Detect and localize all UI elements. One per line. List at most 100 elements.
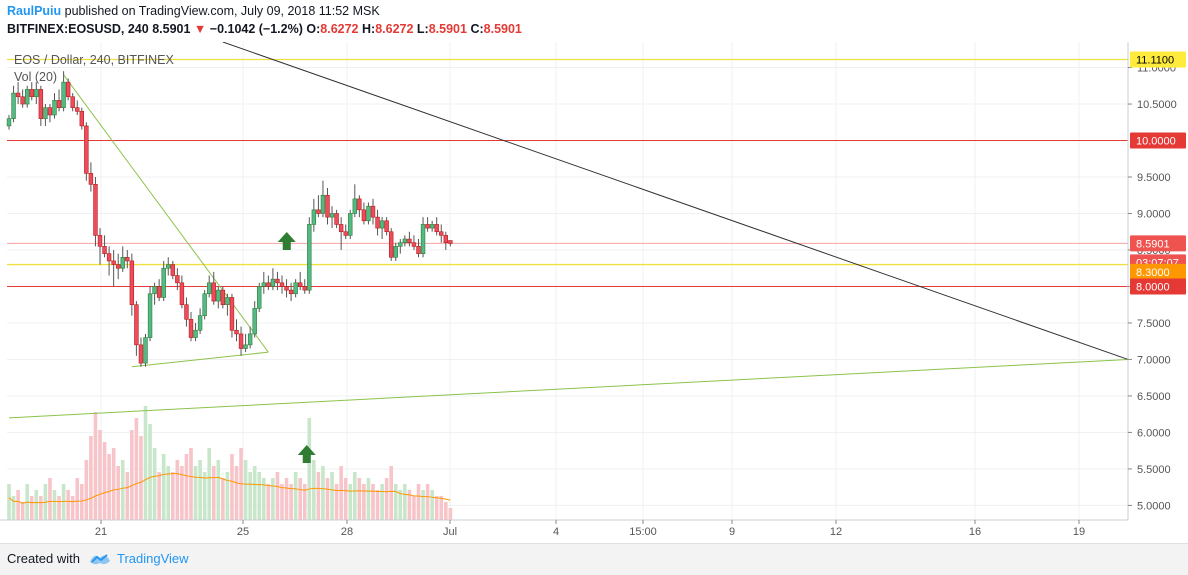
volume-bar — [111, 448, 116, 520]
volume-bar — [416, 484, 421, 520]
candle-body — [334, 213, 339, 225]
tradingview-logo-icon[interactable] — [88, 550, 112, 568]
candle-body — [193, 329, 198, 338]
volume-bar — [248, 472, 252, 520]
volume-bar — [120, 460, 125, 520]
volume-bar — [39, 496, 43, 520]
trendlines — [8, 42, 1129, 419]
volume-bar — [325, 478, 330, 520]
volume-bar — [230, 454, 234, 520]
candle-body — [407, 238, 412, 243]
volume-bar — [70, 496, 75, 520]
candle-body — [320, 194, 326, 214]
volume-bar — [362, 484, 366, 520]
volume-bar — [284, 478, 289, 520]
candle-body — [156, 286, 162, 298]
candle-body — [161, 267, 166, 298]
volume-bar — [211, 466, 216, 520]
time-tick-label: Jul — [443, 526, 457, 538]
volume-bar — [202, 472, 207, 520]
volume-bar — [125, 472, 130, 520]
candle-body — [197, 315, 203, 331]
price-label-text: 10.0000 — [1136, 136, 1176, 148]
high-label: H: — [361, 22, 376, 36]
volume-bar — [430, 490, 434, 520]
candle-body — [284, 286, 289, 291]
volume-bar — [330, 472, 334, 520]
trendline-green — [8, 358, 1129, 419]
candle-body — [207, 282, 212, 295]
candle-body — [375, 216, 380, 229]
volume-bar — [366, 478, 371, 520]
price-label-text: 8.0000 — [1136, 281, 1170, 293]
footer-bar: Created with TradingView — [0, 543, 1188, 575]
candle-body — [443, 235, 448, 243]
volume-bar — [393, 484, 398, 520]
candle-body — [6, 118, 12, 127]
candle-body — [229, 297, 235, 331]
volume-bar — [403, 484, 407, 520]
volume-moving-average — [8, 473, 451, 504]
candle-body — [88, 173, 94, 185]
volume-bar — [221, 478, 225, 520]
price-chart[interactable]: 5.0000 5.5000 6.0000 6.5000 7.0000 7.5000 8.00… — [0, 42, 1188, 543]
price-axis: 5.0000 5.5000 6.0000 6.5000 7.0000 7.5000 8.00… — [1127, 42, 1186, 520]
volume-bar — [52, 490, 57, 520]
candle-body — [366, 205, 371, 222]
candle-body — [398, 242, 403, 247]
candle-body — [316, 209, 321, 214]
symbol-line: BITFINEX:EOSUSD, 240 8.5901 ▼ −0.1042 (−… — [7, 22, 522, 36]
volume-bar — [353, 472, 357, 520]
open-value: 8.6272 — [320, 22, 359, 36]
open-label: O: — [306, 22, 321, 36]
candle-body — [275, 278, 280, 284]
candle-body — [61, 81, 66, 108]
volume-bar — [407, 490, 412, 520]
volume-bar — [334, 484, 339, 520]
candle-body — [243, 344, 248, 349]
trendline-green — [63, 74, 269, 353]
volume-bar — [102, 442, 107, 520]
chart-background — [0, 42, 1188, 543]
volume-bar — [148, 424, 152, 520]
candle-body — [379, 220, 385, 229]
volume-bar — [80, 484, 84, 520]
volume-bar — [166, 466, 171, 520]
volume-bar — [107, 454, 111, 520]
author-link[interactable]: RaulPuiu — [7, 4, 62, 18]
candle-body — [411, 242, 417, 247]
candle-body — [393, 246, 398, 258]
candle-body — [343, 231, 348, 236]
price-tick-label: 7.5000 — [1137, 318, 1171, 330]
candle-body — [416, 246, 421, 254]
low-value: 8.5901 — [428, 22, 467, 36]
tradingview-brand-link[interactable]: TradingView — [117, 551, 189, 566]
annotations — [277, 232, 316, 463]
candle-body — [38, 89, 44, 119]
price-tick-label: 6.5000 — [1137, 391, 1171, 403]
volume-bar — [139, 436, 143, 520]
volume-bar — [389, 466, 393, 520]
volume-bar — [302, 484, 307, 520]
volume-bar — [61, 484, 66, 520]
candle-body — [34, 89, 39, 98]
volume-bar — [143, 406, 148, 520]
time-tick-label: 25 — [237, 526, 249, 538]
volume-bar — [343, 478, 348, 520]
candle-body — [384, 220, 389, 233]
candle-body — [357, 198, 362, 211]
volume-bar — [93, 412, 98, 520]
volume-bar — [180, 466, 184, 520]
volume-bar — [289, 484, 293, 520]
volume-bar — [298, 478, 302, 520]
candle-body — [329, 213, 335, 218]
close-value: 8.5901 — [483, 22, 522, 36]
volume-bar — [412, 496, 416, 520]
volume-bar — [16, 490, 20, 520]
candle-body — [211, 282, 216, 302]
candle-body — [247, 333, 253, 346]
publish-info: published on TradingView.com, July 09, 2… — [64, 4, 380, 18]
price-label-box — [1130, 263, 1186, 280]
candle-body — [47, 107, 53, 116]
volume-bar — [312, 460, 316, 520]
